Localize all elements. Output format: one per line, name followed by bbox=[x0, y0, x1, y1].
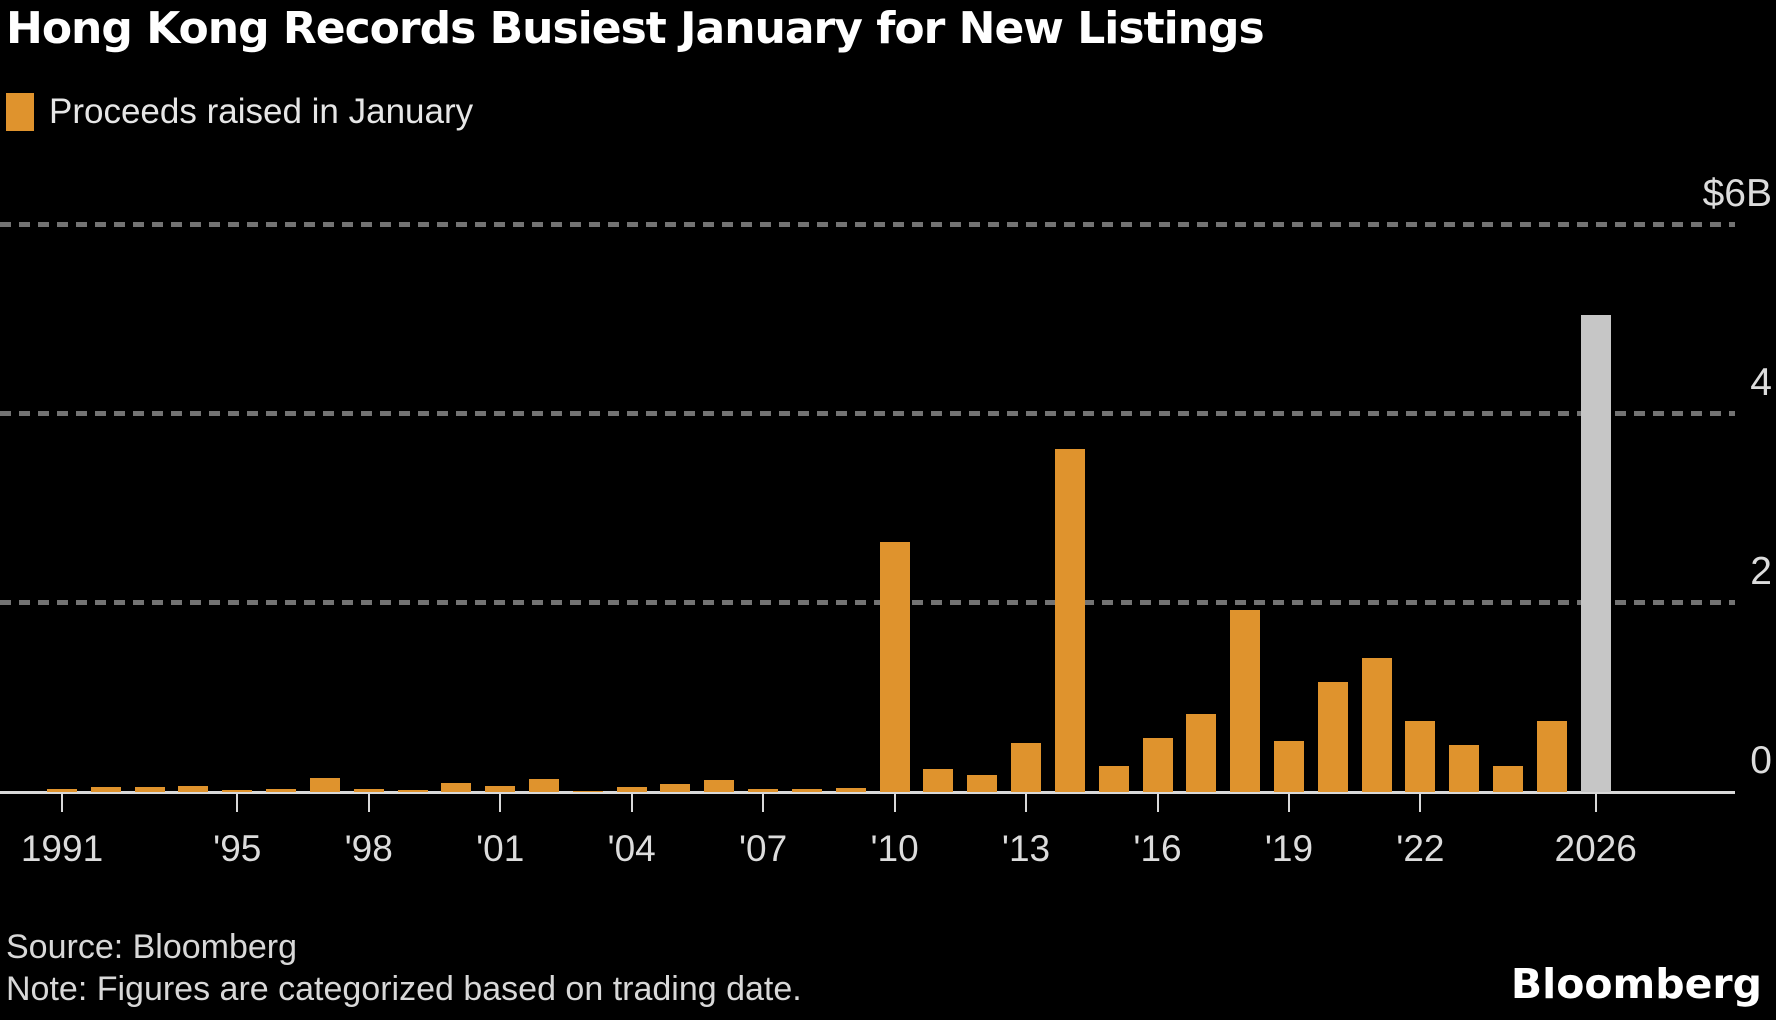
x-axis-label-2001: '01 bbox=[476, 828, 525, 869]
bar-2024 bbox=[1493, 765, 1524, 792]
bar-2001 bbox=[485, 786, 516, 792]
x-tick-2007 bbox=[762, 793, 765, 812]
y-axis-label-6: $6B bbox=[1702, 172, 1772, 215]
bar-2012 bbox=[967, 775, 998, 792]
x-axis-label-2007: '07 bbox=[738, 828, 788, 869]
bar-2016 bbox=[1142, 738, 1173, 792]
x-tick-2019 bbox=[1287, 793, 1290, 812]
x-tick-2013 bbox=[1025, 793, 1028, 812]
bar-2010 bbox=[879, 541, 910, 792]
x-tick-2022 bbox=[1419, 793, 1422, 812]
legend-label: Proceeds raised in January bbox=[49, 92, 474, 131]
bar-2007 bbox=[748, 789, 779, 792]
bloomberg-logo: Bloomberg bbox=[1510, 960, 1762, 1008]
bar-2021 bbox=[1361, 657, 1392, 792]
x-tick-1995 bbox=[236, 793, 239, 812]
bar-2008 bbox=[791, 789, 822, 792]
bar-2009 bbox=[835, 788, 866, 792]
chart-title: Hong Kong Records Busiest January for Ne… bbox=[6, 3, 1265, 54]
bar-1992 bbox=[90, 787, 121, 792]
legend: Proceeds raised in January bbox=[6, 92, 473, 132]
bar-2017 bbox=[1186, 713, 1217, 792]
x-axis-label-2022: '22 bbox=[1396, 828, 1445, 869]
x-axis-line bbox=[0, 791, 1735, 794]
bar-2006 bbox=[704, 779, 735, 792]
bar-1997 bbox=[309, 777, 340, 792]
y-axis-label-2: 2 bbox=[1750, 550, 1772, 593]
x-tick-2010 bbox=[893, 793, 896, 812]
x-tick-2016 bbox=[1156, 793, 1159, 812]
x-axis-label-2019: '19 bbox=[1264, 828, 1314, 869]
bar-1993 bbox=[134, 787, 165, 792]
x-axis-label-1995: '95 bbox=[213, 828, 262, 869]
legend-swatch-icon bbox=[6, 93, 34, 131]
bar-2023 bbox=[1449, 744, 1480, 792]
bar-1994 bbox=[178, 786, 209, 792]
bar-2015 bbox=[1098, 765, 1129, 792]
x-tick-1991 bbox=[61, 793, 63, 812]
y-axis-label-4: 4 bbox=[1750, 361, 1772, 404]
bar-1998 bbox=[353, 789, 384, 792]
footer-note: Note: Figures are categorized based on t… bbox=[6, 970, 802, 1008]
bar-2026 bbox=[1580, 314, 1611, 792]
plot-area: $6B 4 2 0 1991 '95 '98 '01 '04 '07 '10 '13 '16 '19 '22… bbox=[0, 130, 1776, 869]
bar-2003 bbox=[572, 791, 603, 792]
bar-2022 bbox=[1405, 721, 1436, 792]
x-axis-label-2010: '10 bbox=[870, 828, 919, 869]
bar-2005 bbox=[660, 783, 691, 792]
bar-2002 bbox=[529, 778, 560, 792]
bar-1991 bbox=[47, 789, 77, 792]
bar-2019 bbox=[1273, 740, 1304, 792]
bar-2004 bbox=[616, 787, 647, 792]
gridline-6 bbox=[0, 222, 1735, 227]
bar-2014 bbox=[1054, 448, 1085, 792]
x-tick-2004 bbox=[630, 793, 633, 812]
bar-2013 bbox=[1011, 742, 1042, 792]
gridline-2 bbox=[0, 600, 1735, 605]
bar-2025 bbox=[1536, 721, 1567, 792]
y-axis-label-0: 0 bbox=[1750, 739, 1772, 782]
bar-2018 bbox=[1230, 609, 1261, 792]
bar-1995 bbox=[222, 790, 253, 792]
bar-1999 bbox=[397, 790, 428, 792]
x-axis-label-2013: '13 bbox=[1001, 828, 1051, 869]
x-axis-label-1998: '98 bbox=[344, 828, 393, 869]
x-tick-2001 bbox=[499, 793, 502, 812]
x-axis-label-2026: 2026 bbox=[1554, 828, 1637, 869]
x-axis-label-2016: '16 bbox=[1133, 828, 1182, 869]
gridline-4 bbox=[0, 411, 1735, 416]
bar-2000 bbox=[441, 782, 472, 792]
bar-2011 bbox=[923, 769, 954, 792]
bar-2020 bbox=[1317, 682, 1348, 792]
x-axis-label-1991: 1991 bbox=[20, 828, 104, 869]
x-tick-1998 bbox=[367, 793, 370, 812]
footer-source: Source: Bloomberg bbox=[6, 928, 298, 966]
x-axis-label-2004: '04 bbox=[607, 828, 656, 869]
x-tick-2026 bbox=[1594, 793, 1597, 812]
bar-1996 bbox=[266, 789, 297, 792]
